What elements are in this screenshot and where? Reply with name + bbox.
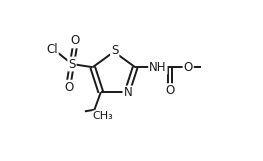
Text: Cl: Cl [46,43,58,56]
Text: S: S [68,57,76,71]
Text: O: O [70,34,80,47]
Text: N: N [124,86,132,99]
Text: O: O [184,61,193,74]
Text: CH₃: CH₃ [93,111,114,121]
Text: O: O [64,81,73,94]
Text: S: S [111,44,118,57]
Text: NH: NH [149,61,166,74]
Text: O: O [166,84,175,97]
